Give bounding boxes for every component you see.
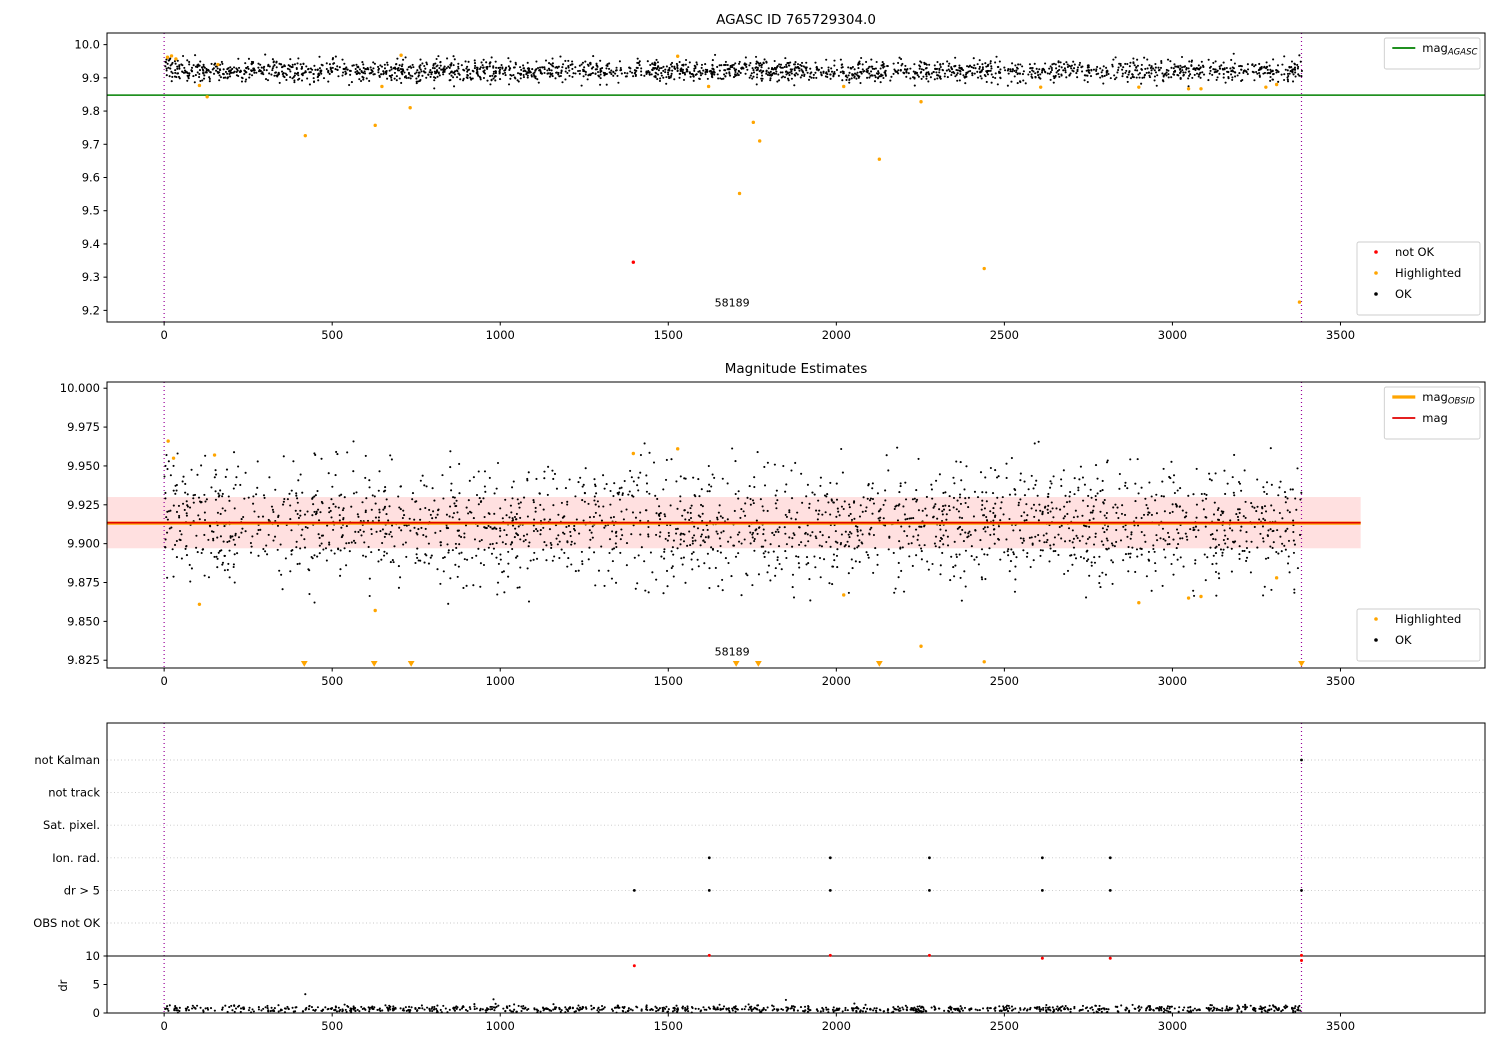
svg-text:magAGASC: magAGASC <box>1422 41 1477 58</box>
svg-text:1500: 1500 <box>654 674 683 688</box>
svg-text:2000: 2000 <box>822 674 851 688</box>
svg-text:9.4: 9.4 <box>82 237 100 251</box>
svg-text:dr > 5: dr > 5 <box>64 883 100 897</box>
svg-text:OK: OK <box>1395 287 1412 301</box>
svg-text:9.950: 9.950 <box>67 459 100 473</box>
svg-text:0: 0 <box>160 328 167 342</box>
svg-text:9.875: 9.875 <box>67 576 100 590</box>
svg-text:0: 0 <box>160 674 167 688</box>
svg-text:not Kalman: not Kalman <box>34 753 100 767</box>
svg-text:58189: 58189 <box>715 646 750 659</box>
svg-text:2000: 2000 <box>822 328 851 342</box>
svg-text:1000: 1000 <box>486 328 515 342</box>
svg-text:9.8: 9.8 <box>82 104 100 118</box>
svg-text:5: 5 <box>93 978 100 992</box>
svg-text:9.9: 9.9 <box>82 71 100 85</box>
svg-text:Magnitude Estimates: Magnitude Estimates <box>725 361 867 377</box>
svg-text:mag: mag <box>1422 411 1448 425</box>
svg-text:OK: OK <box>1395 633 1412 647</box>
svg-text:Sat. pixel.: Sat. pixel. <box>43 818 100 832</box>
svg-text:3500: 3500 <box>1326 328 1355 342</box>
svg-text:9.900: 9.900 <box>67 537 100 551</box>
svg-text:58189: 58189 <box>715 296 750 309</box>
agasc-mag-plot: 58189 0 500 1000 1500 2000 2500 3000 3500 10.0 9.9… <box>74 12 1486 342</box>
svg-text:AGASC ID 765729304.0: AGASC ID 765729304.0 <box>716 12 876 28</box>
svg-text:not track: not track <box>48 786 100 800</box>
svg-text:10.0: 10.0 <box>74 38 100 52</box>
svg-text:9.5: 9.5 <box>82 204 100 218</box>
svg-text:3000: 3000 <box>1158 328 1187 342</box>
svg-text:9.925: 9.925 <box>67 498 100 512</box>
svg-text:500: 500 <box>321 674 343 688</box>
svg-text:500: 500 <box>321 328 343 342</box>
svg-text:10: 10 <box>85 949 100 963</box>
svg-text:9.7: 9.7 <box>82 137 100 151</box>
svg-text:9.975: 9.975 <box>67 420 100 434</box>
svg-text:9.6: 9.6 <box>82 171 100 185</box>
flags-plot: not Kalman not track Sat. pixel. Ion. rad. d… <box>33 722 1486 1033</box>
svg-text:OBS not OK: OBS not OK <box>33 916 100 930</box>
svg-text:not OK: not OK <box>1395 245 1435 259</box>
svg-text:Ion. rad.: Ion. rad. <box>52 851 100 865</box>
svg-text:Highlighted: Highlighted <box>1395 612 1461 626</box>
svg-text:9.825: 9.825 <box>67 653 100 667</box>
svg-text:dr: dr <box>56 979 70 991</box>
svg-text:9.850: 9.850 <box>67 614 100 628</box>
svg-text:Highlighted: Highlighted <box>1395 266 1461 280</box>
svg-text:1500: 1500 <box>654 328 683 342</box>
svg-text:2500: 2500 <box>990 328 1019 342</box>
magnitude-estimates-plot: 58189 0 500 1000 1500 2000 2500 3000 3500 10.000 9… <box>60 361 1486 688</box>
svg-text:10.000: 10.000 <box>60 381 100 395</box>
svg-text:3000: 3000 <box>1158 674 1187 688</box>
svg-text:3500: 3500 <box>1326 674 1355 688</box>
svg-text:2500: 2500 <box>990 674 1019 688</box>
svg-text:magOBSID: magOBSID <box>1422 390 1475 407</box>
svg-text:1000: 1000 <box>486 674 515 688</box>
svg-text:9.2: 9.2 <box>82 303 100 317</box>
svg-text:9.3: 9.3 <box>82 270 100 284</box>
svg-text:0: 0 <box>93 1006 100 1020</box>
